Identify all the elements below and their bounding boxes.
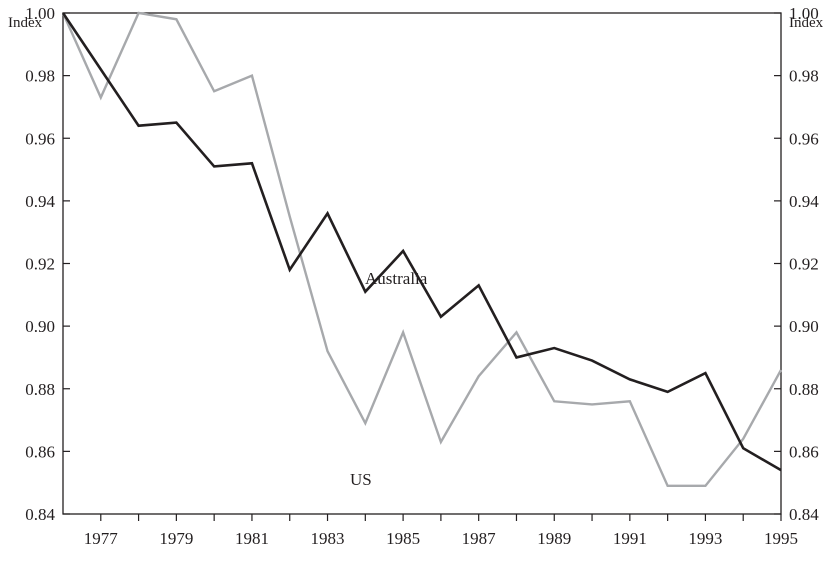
x-tick-label: 1979 xyxy=(159,529,193,548)
y-axis-left: 0.84 0.86 0.88 0.90 0.92 0.94 0.96 0.98 1.00 xyxy=(25,4,70,524)
y-tick-label-left: 0.90 xyxy=(25,317,55,336)
x-tick-label: 1983 xyxy=(311,529,345,548)
x-tick-label: 1977 xyxy=(84,529,119,548)
x-tick-label: 1981 xyxy=(235,529,269,548)
x-tick-label: 1995 xyxy=(764,529,798,548)
y-tick-label-left: 0.94 xyxy=(25,192,55,211)
y-axis-title-right: Index xyxy=(789,15,824,31)
series-label-us: US xyxy=(350,470,372,489)
x-axis: 1977 1979 1981 1983 1985 1987 1989 1991 1993 1995 xyxy=(84,514,798,548)
y-tick-label-left: 0.98 xyxy=(25,67,55,86)
series-line-us xyxy=(61,11,783,488)
x-tick-label: 1985 xyxy=(386,529,420,548)
y-tick-label-right: 0.90 xyxy=(789,317,819,336)
series-line-australia xyxy=(61,12,782,472)
x-tick-label: 1989 xyxy=(537,529,571,548)
y-axis-title-left: Index xyxy=(8,15,43,31)
y-tick-label-left: 0.92 xyxy=(25,255,55,274)
x-tick-label: 1993 xyxy=(688,529,722,548)
y-tick-label-left: 1.00 xyxy=(25,4,55,23)
y-tick-label-right: 0.88 xyxy=(789,380,819,399)
x-tick-label: 1991 xyxy=(613,529,647,548)
y-axis-right: 0.84 0.86 0.88 0.90 0.92 0.94 0.96 0.98 1.00 xyxy=(774,4,819,524)
y-tick-label-right: 0.94 xyxy=(789,192,819,211)
y-tick-label-right: 0.84 xyxy=(789,505,819,524)
y-tick-label-left: 0.88 xyxy=(25,380,55,399)
plot-frame xyxy=(62,12,782,515)
series-label-australia: Australia xyxy=(365,269,428,288)
y-tick-label-left: 0.84 xyxy=(25,505,55,524)
y-tick-label-left: 0.96 xyxy=(25,129,55,148)
y-tick-label-right: 0.86 xyxy=(789,442,819,461)
y-tick-label-right: 0.98 xyxy=(789,67,819,86)
y-tick-label-right: 0.96 xyxy=(789,129,819,148)
series-lines xyxy=(61,11,783,488)
y-tick-label-right: 0.92 xyxy=(789,255,819,274)
x-tick-label: 1987 xyxy=(462,529,497,548)
y-tick-label-right: 1.00 xyxy=(789,4,819,23)
y-tick-label-left: 0.86 xyxy=(25,442,55,461)
